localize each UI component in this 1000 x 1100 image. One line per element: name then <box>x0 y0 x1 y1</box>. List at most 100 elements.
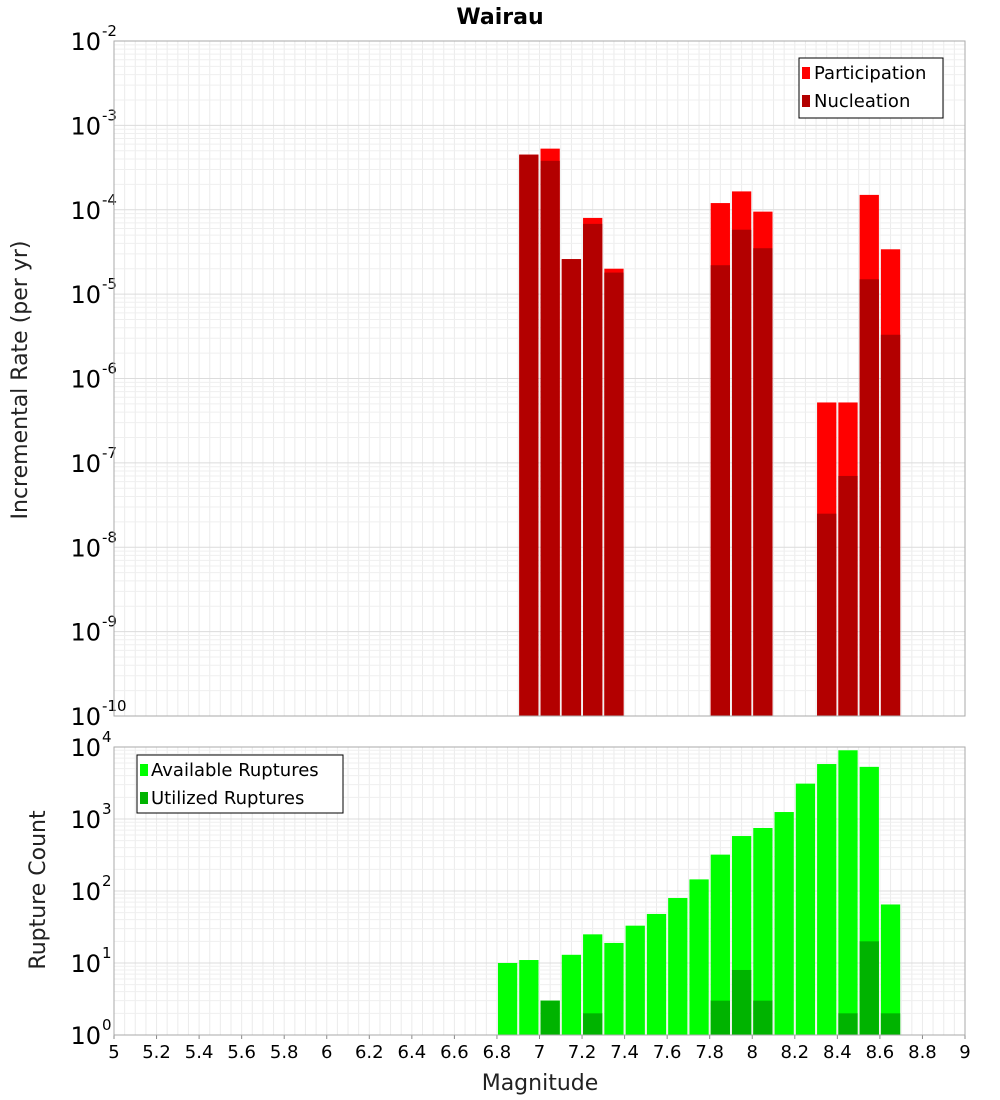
x-tick-label: 6 <box>321 1042 332 1063</box>
rate-bar-nucleation <box>604 272 624 716</box>
count-bar-utilized-ruptures <box>540 1000 560 1035</box>
rate-bar-nucleation <box>519 154 539 716</box>
count-bar-utilized-ruptures <box>753 1000 773 1035</box>
rate-bar-nucleation <box>880 334 901 716</box>
y-tick-label: 10 <box>70 703 101 731</box>
y-tick-label: 10 <box>70 366 101 394</box>
count-bar-available-ruptures <box>710 854 730 1035</box>
y-tick-label: 10 <box>70 1022 101 1050</box>
x-tick-label: 7 <box>534 1042 545 1063</box>
rate-bars <box>519 148 901 717</box>
y-tick-label: 10 <box>70 950 101 978</box>
x-tick-label: 6.4 <box>398 1042 427 1063</box>
available-swatch <box>140 764 148 776</box>
count-bar-utilized-ruptures <box>583 1013 603 1035</box>
x-tick-label: 5.6 <box>227 1042 256 1063</box>
y-tick-exponent: 3 <box>102 800 112 818</box>
legend-available: Available Ruptures <box>151 760 319 781</box>
count-bar-utilized-ruptures <box>859 941 879 1035</box>
y-tick-exponent: -9 <box>102 613 117 631</box>
rate-legend-box <box>798 57 944 119</box>
count-bar-available-ruptures <box>795 783 816 1035</box>
legend-participation: Participation <box>814 63 926 84</box>
count-bar-available-ruptures <box>668 897 688 1035</box>
legend-nucleation: Nucleation <box>814 91 910 112</box>
rate-legend: Participation Nucleation <box>798 57 944 119</box>
y-tick-exponent: 1 <box>102 944 112 962</box>
y-tick-label: 10 <box>70 281 101 309</box>
rate-bar-nucleation <box>859 279 879 716</box>
x-tick-label: 7.8 <box>695 1042 724 1063</box>
count-bar-available-ruptures <box>604 942 624 1035</box>
y-tick-label: 10 <box>70 878 101 906</box>
x-tick-label: 8.6 <box>866 1042 895 1063</box>
count-bar-available-ruptures <box>646 913 667 1035</box>
y-tick-exponent: -4 <box>102 191 117 209</box>
chart-title: Wairau <box>456 5 543 30</box>
x-tick-label: 8.8 <box>908 1042 937 1063</box>
x-tick-label: 5.8 <box>270 1042 299 1063</box>
count-bar-available-ruptures <box>689 879 709 1035</box>
rate-plot-border <box>113 40 966 717</box>
y-tick-exponent: 2 <box>102 872 112 890</box>
count-bar-utilized-ruptures <box>838 1013 858 1035</box>
rate-bar-nucleation <box>753 248 773 717</box>
y-tick-label: 10 <box>70 28 101 56</box>
count-bar-available-ruptures <box>497 963 518 1035</box>
count-bar-available-ruptures <box>774 812 794 1035</box>
y-tick-exponent: -5 <box>102 275 117 293</box>
x-tick-label: 7.4 <box>610 1042 639 1063</box>
rate-gridlines <box>113 41 966 717</box>
y-tick-exponent: -7 <box>102 444 117 462</box>
magnitude-x-ticks: 5 5.2 5.4 5.6 5.8 6 6.2 6.4 6.6 6.8 7 7.2 7.4 7.6 7.8 8… <box>108 1035 971 1063</box>
y-tick-label: 10 <box>70 534 101 562</box>
y-tick-exponent: -8 <box>102 528 117 546</box>
count-bar-available-ruptures <box>838 750 858 1035</box>
rate-bar-nucleation <box>817 513 837 716</box>
count-y-axis-label: Rupture Count <box>26 810 51 970</box>
y-tick-exponent: 0 <box>102 1016 112 1034</box>
x-tick-label: 5 <box>108 1042 119 1063</box>
count-bar-utilized-ruptures <box>731 969 752 1035</box>
x-tick-label: 6.8 <box>483 1042 512 1063</box>
y-tick-label: 10 <box>70 112 101 140</box>
count-bar-available-ruptures <box>561 954 582 1035</box>
x-axis-label: Magnitude <box>482 1071 599 1096</box>
rate-bar-nucleation <box>540 160 560 717</box>
nucleation-swatch <box>802 95 810 107</box>
count-bar-available-ruptures <box>519 960 539 1035</box>
rate-bar-nucleation <box>710 265 730 716</box>
count-bar-available-ruptures <box>880 904 901 1035</box>
y-tick-label: 10 <box>70 619 101 647</box>
count-bar-utilized-ruptures <box>880 1013 901 1035</box>
count-bars <box>497 750 901 1035</box>
count-bar-available-ruptures <box>817 764 837 1035</box>
y-tick-label: 10 <box>70 450 101 478</box>
x-tick-label: 8 <box>747 1042 758 1063</box>
legend-utilized: Utilized Ruptures <box>151 788 304 809</box>
count-plot-border <box>113 746 966 1036</box>
rate-y-axis-label: Incremental Rate (per yr) <box>8 241 33 520</box>
y-tick-exponent: -3 <box>102 106 117 124</box>
utilized-swatch <box>140 792 148 804</box>
x-tick-label: 7.6 <box>653 1042 682 1063</box>
x-tick-label: 7.2 <box>568 1042 597 1063</box>
x-tick-label: 9 <box>959 1042 970 1063</box>
count-bar-available-ruptures <box>583 934 603 1035</box>
participation-swatch <box>802 67 810 79</box>
y-tick-label: 10 <box>70 197 101 225</box>
count-bar-available-ruptures <box>753 827 773 1035</box>
rate-bar-nucleation <box>838 475 858 716</box>
y-tick-label: 10 <box>70 806 101 834</box>
y-tick-exponent: -6 <box>102 360 117 378</box>
x-tick-label: 8.2 <box>780 1042 809 1063</box>
rate-bar-nucleation <box>561 259 582 716</box>
x-tick-label: 5.4 <box>185 1042 214 1063</box>
y-tick-label: 10 <box>70 734 101 762</box>
count-bar-utilized-ruptures <box>710 1000 730 1035</box>
